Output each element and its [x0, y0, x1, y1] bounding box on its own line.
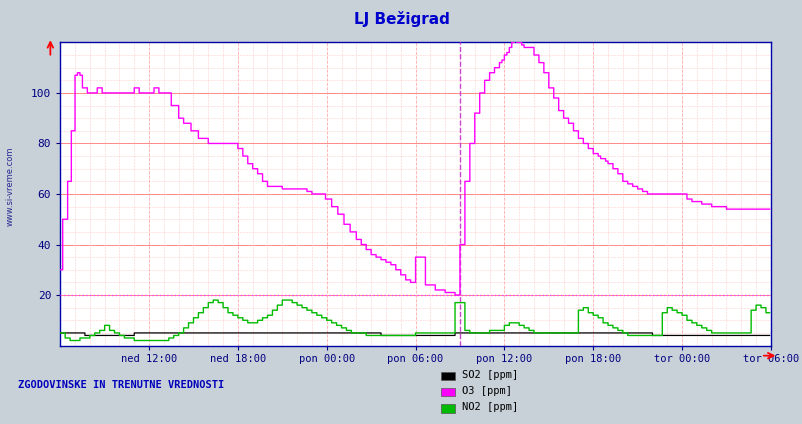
- Text: LJ Bežigrad: LJ Bežigrad: [353, 11, 449, 27]
- Text: www.si-vreme.com: www.si-vreme.com: [6, 147, 15, 226]
- Text: NO2 [ppm]: NO2 [ppm]: [461, 402, 517, 413]
- Text: SO2 [ppm]: SO2 [ppm]: [461, 370, 517, 380]
- Text: ZGODOVINSKE IN TRENUTNE VREDNOSTI: ZGODOVINSKE IN TRENUTNE VREDNOSTI: [18, 379, 224, 390]
- Text: O3 [ppm]: O3 [ppm]: [461, 386, 511, 396]
